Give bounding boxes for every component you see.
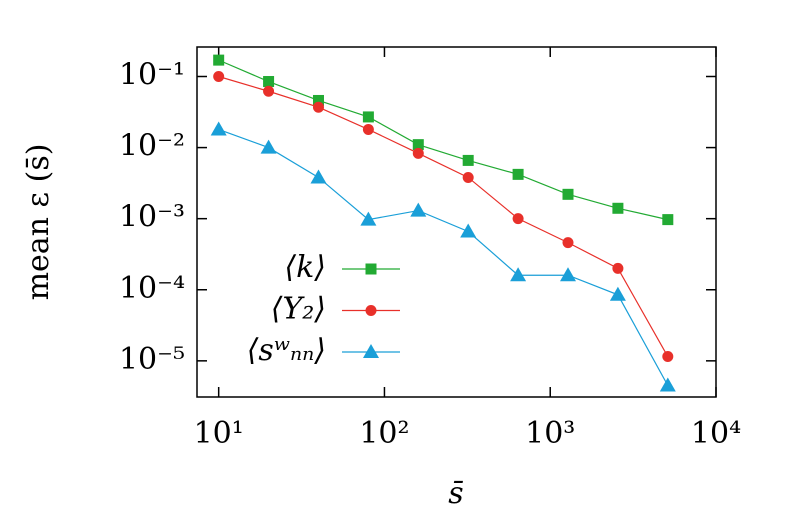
marker (365, 263, 377, 275)
x-axis-label: s̄ (448, 476, 463, 511)
y-tick-label: 10⁻⁴ (119, 271, 185, 306)
plot-frame (196, 46, 717, 398)
marker (365, 305, 377, 316)
marker (460, 223, 477, 238)
marker (310, 169, 327, 184)
y-tick-label: 10⁻³ (119, 200, 185, 235)
marker (213, 70, 225, 82)
series-line (218, 128, 669, 386)
legend-label: ⟨Y₂⟩ (271, 292, 326, 327)
marker (412, 147, 424, 159)
marker (362, 123, 374, 135)
marker (410, 202, 427, 217)
y-tick-label: 10⁻² (119, 129, 185, 164)
marker (263, 85, 275, 97)
marker (362, 111, 374, 123)
marker (312, 94, 324, 106)
x-tick-label: 10² (359, 416, 409, 451)
marker (312, 101, 324, 113)
x-tick-label: 10⁴ (691, 416, 741, 451)
marker (260, 139, 277, 154)
y-tick-label: 10⁻¹ (119, 57, 185, 92)
marker (562, 188, 574, 200)
marker (559, 267, 576, 282)
marker (612, 262, 624, 274)
legend-label: ⟨sʷₙₙ⟩ (247, 333, 326, 368)
y-tick-label: 10⁻⁵ (119, 342, 185, 377)
marker (363, 344, 379, 358)
marker (609, 286, 626, 301)
series-line (218, 59, 668, 221)
marker (263, 76, 275, 88)
marker (412, 139, 424, 151)
series-line (218, 75, 669, 357)
marker (462, 154, 474, 166)
marker (562, 237, 574, 249)
x-tick-label: 10³ (525, 416, 575, 451)
marker (360, 211, 377, 226)
marker (210, 121, 227, 136)
marker (659, 377, 676, 392)
legend-label: ⟨k⟩ (284, 250, 326, 285)
marker (612, 202, 624, 214)
marker (512, 213, 524, 225)
x-tick-label: 10¹ (194, 416, 244, 451)
marker (213, 54, 225, 66)
marker (462, 171, 474, 183)
marker (662, 214, 674, 226)
marker (510, 267, 527, 282)
marker (662, 351, 674, 363)
y-axis-label: mean ε (s̄) (21, 144, 56, 301)
marker (512, 168, 524, 180)
